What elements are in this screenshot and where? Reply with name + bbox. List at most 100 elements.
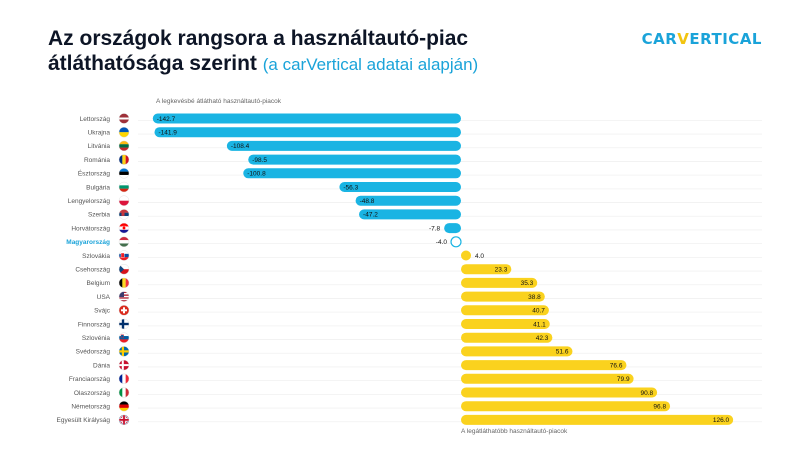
data-label: 42.3 bbox=[536, 335, 549, 342]
flag-romania-icon bbox=[118, 154, 130, 165]
flag-italy-icon bbox=[118, 387, 130, 398]
flag-denmark-icon bbox=[118, 359, 130, 371]
category-label: Szerbia bbox=[88, 212, 110, 219]
category-label: Olaszország bbox=[74, 390, 111, 397]
flag-serbia-icon bbox=[118, 209, 130, 220]
category-label: Litvánia bbox=[88, 143, 111, 150]
annotation-bottom: A legátláthatóbb használtautó-piacok bbox=[461, 428, 568, 435]
flag-poland-icon bbox=[118, 195, 130, 206]
category-label: Franciaország bbox=[69, 376, 111, 383]
bar bbox=[154, 127, 461, 138]
bar bbox=[243, 168, 461, 179]
data-label: 96.8 bbox=[653, 404, 666, 411]
category-label: Lettország bbox=[80, 116, 111, 123]
category-label: Szlovénia bbox=[82, 335, 111, 342]
bar bbox=[226, 140, 461, 151]
bar bbox=[461, 401, 671, 412]
flag-slovakia-icon bbox=[118, 250, 130, 261]
data-label: 51.6 bbox=[556, 349, 569, 356]
category-label: Svédország bbox=[76, 349, 111, 356]
flag-ukraine-icon bbox=[118, 126, 130, 138]
flag-uk-icon bbox=[118, 414, 130, 426]
flag-lithuania-icon bbox=[118, 140, 130, 152]
bar bbox=[450, 236, 462, 248]
flag-bulgaria-icon bbox=[118, 181, 130, 193]
carvertical-logo: CARVERTICAL bbox=[642, 30, 762, 48]
category-label: Horvátország bbox=[71, 225, 110, 232]
flag-czechia-icon bbox=[118, 264, 130, 275]
logo-part-2: V bbox=[677, 30, 690, 48]
data-label: 76.6 bbox=[610, 362, 623, 369]
title-line-2: átláthatósága szerint (a carVertical ada… bbox=[48, 51, 478, 77]
flag-hungary-icon bbox=[118, 236, 130, 248]
data-label: 38.8 bbox=[528, 294, 541, 301]
category-label: Csehország bbox=[75, 267, 110, 274]
bar bbox=[461, 305, 549, 316]
flag-estonia-icon bbox=[118, 168, 130, 179]
category-label: Svájc bbox=[94, 308, 111, 315]
category-label: Németország bbox=[71, 404, 110, 411]
data-label: -98.5 bbox=[252, 157, 267, 164]
bar bbox=[461, 360, 627, 371]
data-label: 4.0 bbox=[475, 253, 484, 260]
logo-part-1: CAR bbox=[641, 30, 678, 48]
annotation-top: A legkevésbé átlátható használtautó-piac… bbox=[156, 98, 282, 105]
bar bbox=[461, 264, 512, 275]
flag-usa-icon bbox=[118, 291, 130, 302]
flag-germany-icon bbox=[118, 401, 130, 412]
bar bbox=[461, 414, 734, 425]
flag-france-icon bbox=[118, 373, 130, 384]
flag-croatia-icon bbox=[118, 222, 130, 234]
bar bbox=[461, 387, 658, 398]
data-label: -141.9 bbox=[158, 130, 177, 137]
bar bbox=[248, 154, 461, 165]
bar bbox=[461, 250, 471, 261]
flag-slovenia-icon bbox=[118, 332, 130, 343]
bar bbox=[152, 113, 461, 124]
category-label: Egyesült Királyság bbox=[57, 417, 111, 424]
bar bbox=[339, 182, 461, 192]
page-title: Az országok rangsora a használtautó-piac… bbox=[48, 26, 478, 77]
flag-belgium-icon bbox=[118, 277, 130, 289]
category-label: Belgium bbox=[87, 280, 110, 287]
bar bbox=[461, 291, 545, 302]
flag-switzerland-icon bbox=[118, 305, 130, 316]
data-label: -48.8 bbox=[360, 198, 375, 205]
category-label: Finnország bbox=[78, 321, 111, 328]
data-label: -56.3 bbox=[343, 184, 358, 191]
bar bbox=[444, 223, 461, 234]
data-label: 41.1 bbox=[533, 321, 546, 328]
category-label: Szlovákia bbox=[82, 253, 110, 260]
category-label: Dánia bbox=[93, 362, 110, 369]
bar bbox=[461, 332, 553, 343]
category-label: Magyarország bbox=[66, 239, 110, 246]
flag-sweden-icon bbox=[118, 346, 130, 357]
data-label: -47.2 bbox=[363, 212, 378, 219]
category-label: Lengyelország bbox=[68, 198, 111, 205]
bar bbox=[461, 346, 573, 357]
title-subtitle: (a carVertical adatai alapján) bbox=[262, 55, 479, 74]
category-label: Románia bbox=[84, 157, 110, 164]
data-label: 35.3 bbox=[521, 280, 534, 287]
bar bbox=[461, 373, 634, 384]
category-label: Észtország bbox=[78, 169, 111, 178]
bar bbox=[359, 209, 461, 220]
category-label: USA bbox=[97, 294, 111, 301]
category-label: Bulgária bbox=[86, 184, 110, 191]
data-label: -100.8 bbox=[247, 171, 266, 178]
title-line-1: Az országok rangsora a használtautó-piac bbox=[48, 27, 469, 50]
data-label: 40.7 bbox=[532, 308, 545, 315]
logo-part-3: ERTICAL bbox=[689, 30, 762, 48]
title-line-2-main: átláthatósága szerint bbox=[48, 52, 257, 75]
bar bbox=[355, 195, 461, 206]
data-label: 79.9 bbox=[617, 376, 630, 383]
flag-finland-icon bbox=[118, 318, 130, 330]
data-label: -108.4 bbox=[231, 143, 250, 150]
data-label: -7.8 bbox=[429, 225, 441, 232]
bar bbox=[461, 277, 538, 288]
data-label: 90.8 bbox=[640, 390, 653, 397]
category-label: Ukrajna bbox=[88, 130, 111, 137]
flag-latvia-icon bbox=[118, 113, 130, 124]
